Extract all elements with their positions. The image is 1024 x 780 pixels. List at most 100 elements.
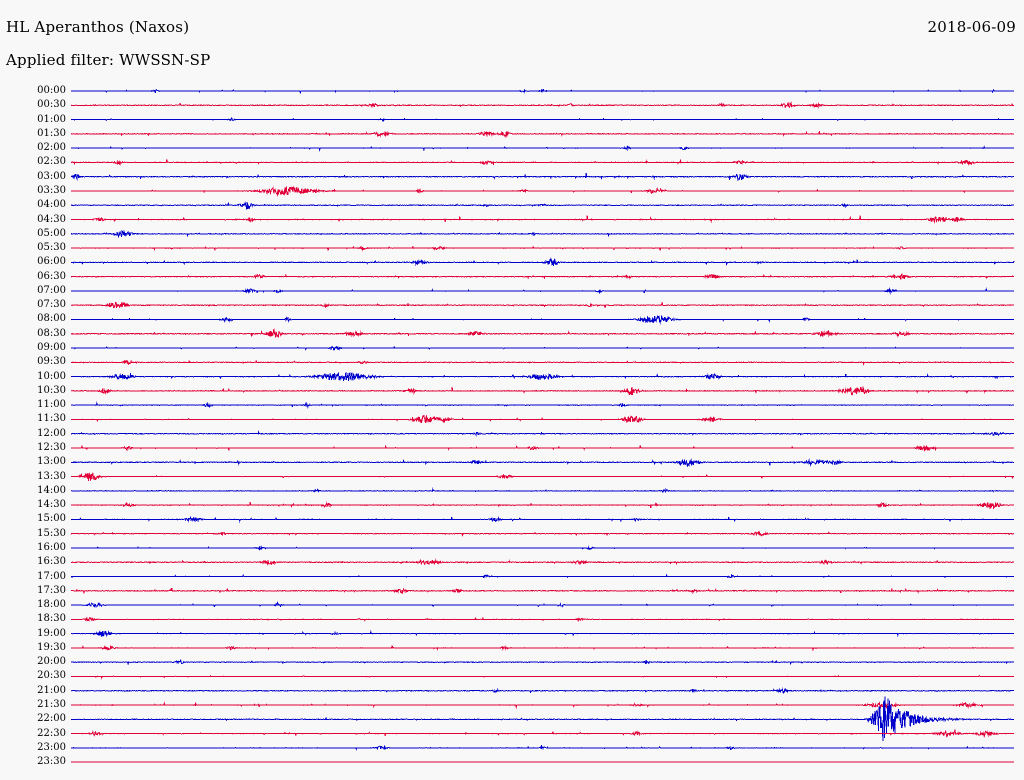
trace-row	[70, 501, 1015, 510]
trace-row	[70, 273, 1015, 281]
trace-row	[70, 471, 1015, 482]
trace-row	[70, 287, 1015, 295]
trace-row	[70, 88, 1015, 95]
trace-row	[70, 744, 1015, 751]
trace-row	[70, 130, 1015, 139]
trace-row	[70, 629, 1015, 638]
trace-row	[70, 201, 1015, 210]
time-label: 15:30	[37, 527, 66, 539]
time-label: 21:00	[37, 684, 66, 696]
trace-row	[70, 215, 1015, 224]
time-label: 01:30	[37, 127, 66, 139]
time-label: 20:00	[37, 656, 66, 668]
time-label: 01:00	[37, 113, 66, 125]
trace-row	[70, 515, 1015, 523]
time-label: 04:00	[37, 199, 66, 211]
trace-row	[70, 701, 1015, 709]
trace-row	[70, 573, 1014, 579]
time-label: 03:00	[37, 170, 66, 182]
trace-row	[70, 345, 1015, 352]
time-label: 12:30	[37, 442, 66, 453]
applied-filter-label: Applied filter: WWSSN-SP	[6, 51, 211, 69]
time-label: 00:00	[37, 85, 66, 96]
time-label: 11:30	[37, 413, 66, 425]
trace-row	[70, 359, 1014, 367]
trace-row	[70, 674, 1015, 680]
time-label: 17:30	[37, 584, 66, 596]
trace-row	[70, 159, 1015, 166]
trace-row	[70, 386, 1015, 396]
page-title: HL Aperanthos (Naxos)	[6, 18, 190, 36]
trace-row	[70, 458, 1015, 468]
time-label: 23:00	[37, 741, 66, 753]
time-label: 07:30	[37, 299, 66, 311]
trace-row	[70, 544, 1015, 551]
time-label: 04:30	[37, 213, 66, 225]
trace-row	[70, 257, 1015, 267]
trace-row	[70, 601, 1015, 608]
time-label: 06:00	[37, 256, 66, 268]
trace-row	[70, 185, 1015, 197]
time-label: 14:30	[37, 499, 66, 511]
trace-row	[70, 173, 1015, 182]
time-label: 22:00	[37, 713, 66, 725]
time-label: 06:30	[37, 270, 66, 282]
time-label: 17:00	[37, 570, 66, 582]
time-label: 18:00	[37, 599, 66, 611]
time-label: 13:00	[37, 456, 66, 468]
trace-row	[70, 401, 1015, 409]
time-label: 15:00	[37, 513, 66, 525]
trace-row	[70, 314, 1015, 325]
trace-row	[70, 372, 1015, 382]
time-label: 10:30	[37, 384, 66, 396]
time-label: 03:30	[37, 184, 66, 196]
time-label: 08:30	[37, 327, 66, 339]
time-label: 05:30	[37, 242, 66, 254]
time-label: 21:30	[37, 699, 66, 711]
time-label: 20:30	[37, 670, 66, 682]
trace-row	[70, 729, 1015, 739]
time-label: 02:00	[37, 142, 66, 154]
record-date: 2018-06-09	[927, 18, 1016, 36]
trace-row	[70, 587, 1015, 595]
trace-row	[70, 444, 1015, 452]
time-label: 16:00	[37, 541, 66, 553]
time-axis-labels: 00:00 00:30 01:00 01:30 02:00 02:30 03:00 03:30…	[0, 0, 70, 780]
time-label: 09:30	[37, 356, 66, 368]
trace-row	[70, 301, 1015, 309]
trace-row	[70, 558, 1015, 566]
time-label: 07:00	[37, 284, 66, 296]
trace-row	[70, 245, 1015, 252]
trace-row	[70, 616, 1014, 623]
trace-row	[70, 530, 1015, 538]
trace-row	[70, 414, 1015, 424]
time-label: 05:00	[37, 227, 66, 239]
time-label: 14:00	[37, 484, 66, 496]
time-label: 13:30	[37, 470, 66, 482]
time-label: 08:00	[37, 313, 66, 325]
time-label: 19:00	[37, 627, 66, 639]
trace-row	[70, 487, 1015, 493]
trace-row	[70, 328, 1015, 338]
trace-row	[70, 101, 1015, 109]
time-label: 09:00	[37, 342, 66, 354]
time-label: 10:00	[37, 370, 66, 382]
trace-row	[70, 687, 1015, 695]
trace-row	[70, 116, 1015, 123]
trace-row	[70, 144, 1015, 153]
time-label: 16:30	[37, 556, 66, 568]
time-label: 22:30	[37, 727, 66, 739]
time-label: 11:00	[37, 399, 66, 411]
time-label: 02:30	[37, 156, 66, 168]
time-label: 19:30	[37, 641, 66, 653]
trace-row	[70, 430, 1015, 437]
trace-row	[70, 696, 1015, 742]
time-label: 23:30	[37, 756, 66, 768]
time-label: 18:30	[37, 613, 66, 625]
time-label: 00:30	[37, 99, 66, 111]
trace-row	[70, 658, 1015, 666]
trace-row	[70, 644, 1015, 652]
time-label: 12:00	[37, 427, 66, 439]
